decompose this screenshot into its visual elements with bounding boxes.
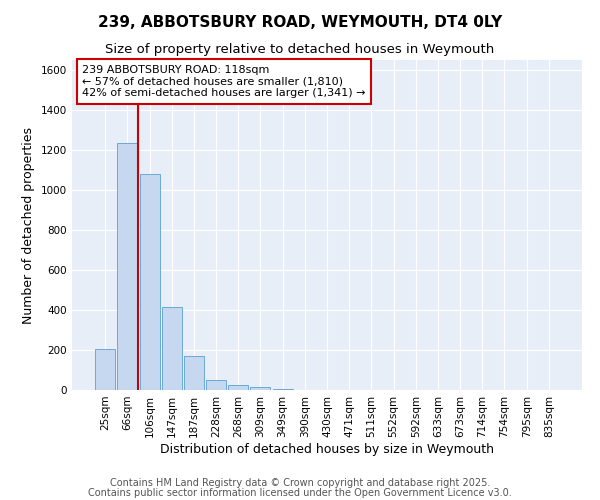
Text: 239, ABBOTSBURY ROAD, WEYMOUTH, DT4 0LY: 239, ABBOTSBURY ROAD, WEYMOUTH, DT4 0LY bbox=[98, 15, 502, 30]
Text: Contains HM Land Registry data © Crown copyright and database right 2025.: Contains HM Land Registry data © Crown c… bbox=[110, 478, 490, 488]
Bar bbox=[228, 385, 248, 390]
Bar bbox=[250, 387, 271, 390]
Text: Contains public sector information licensed under the Open Government Licence v3: Contains public sector information licen… bbox=[88, 488, 512, 498]
Bar bbox=[140, 174, 160, 390]
Bar bbox=[184, 356, 204, 390]
Y-axis label: Number of detached properties: Number of detached properties bbox=[22, 126, 35, 324]
Bar bbox=[272, 389, 293, 390]
Bar bbox=[206, 380, 226, 390]
Text: Size of property relative to detached houses in Weymouth: Size of property relative to detached ho… bbox=[106, 42, 494, 56]
Text: 239 ABBOTSBURY ROAD: 118sqm
← 57% of detached houses are smaller (1,810)
42% of : 239 ABBOTSBURY ROAD: 118sqm ← 57% of det… bbox=[82, 65, 366, 98]
Bar bbox=[95, 348, 115, 390]
Bar bbox=[162, 307, 182, 390]
X-axis label: Distribution of detached houses by size in Weymouth: Distribution of detached houses by size … bbox=[160, 442, 494, 456]
Bar bbox=[118, 143, 137, 390]
